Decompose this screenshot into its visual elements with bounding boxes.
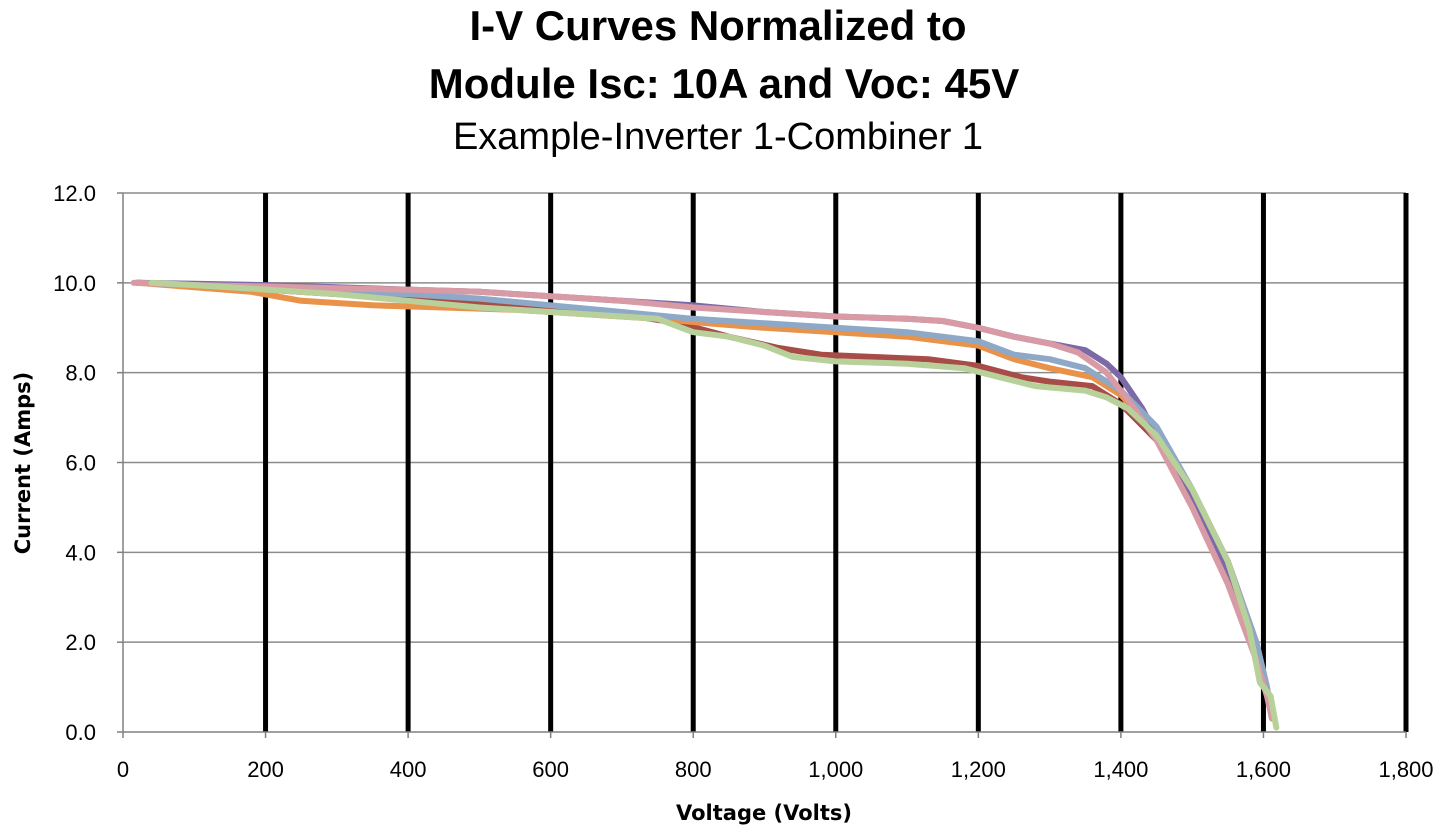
- x-axis-label: Voltage (Volts): [676, 801, 852, 825]
- x-tick-label: 1,000: [808, 757, 863, 782]
- x-tick-label: 400: [390, 757, 427, 782]
- series-line-5: [130, 279, 1275, 722]
- series-line-4: [134, 279, 1275, 722]
- y-axis-label: Current (Amps): [11, 372, 35, 554]
- y-tick-label: 8.0: [65, 361, 96, 386]
- y-tick-labels: 0.0 2.0 4.0 6.0 8.0 10.0 12.0: [53, 181, 96, 745]
- x-tick-labels: 0 200 400 600 800 1,000 1,200 1,400 1,600 1,800: [117, 757, 1434, 782]
- x-tick-label: 1,800: [1378, 757, 1433, 782]
- chart-title-line-1: I-V Curves Normalized to: [469, 2, 966, 49]
- x-tick-label: 1,600: [1236, 757, 1291, 782]
- y-tick-label: 2.0: [65, 630, 96, 655]
- chart-subtitle: Example-Inverter 1-Combiner 1: [453, 116, 983, 158]
- y-tick-label: 0.0: [65, 720, 96, 745]
- series-lines: [130, 279, 1280, 731]
- series-line-1: [134, 279, 1275, 722]
- series-line-6: [148, 279, 1280, 731]
- y-tick-label: 4.0: [65, 540, 96, 565]
- x-tick-label: 1,400: [1093, 757, 1148, 782]
- x-tick-label: 600: [532, 757, 569, 782]
- x-tick-label: 800: [675, 757, 712, 782]
- series-line-3: [134, 279, 1275, 722]
- series-line-2: [134, 279, 1275, 722]
- chart-title-line-2: Module Isc: 10A and Voc: 45V: [429, 60, 1019, 107]
- y-tick-label: 12.0: [53, 181, 96, 206]
- vertical-gridlines: [122, 193, 1409, 738]
- horizontal-gridlines: [117, 192, 1406, 733]
- x-tick-label: 1,200: [951, 757, 1006, 782]
- y-tick-label: 10.0: [53, 271, 96, 296]
- y-tick-label: 6.0: [65, 451, 96, 476]
- x-tick-label: 200: [247, 757, 284, 782]
- x-tick-label: 0: [117, 757, 129, 782]
